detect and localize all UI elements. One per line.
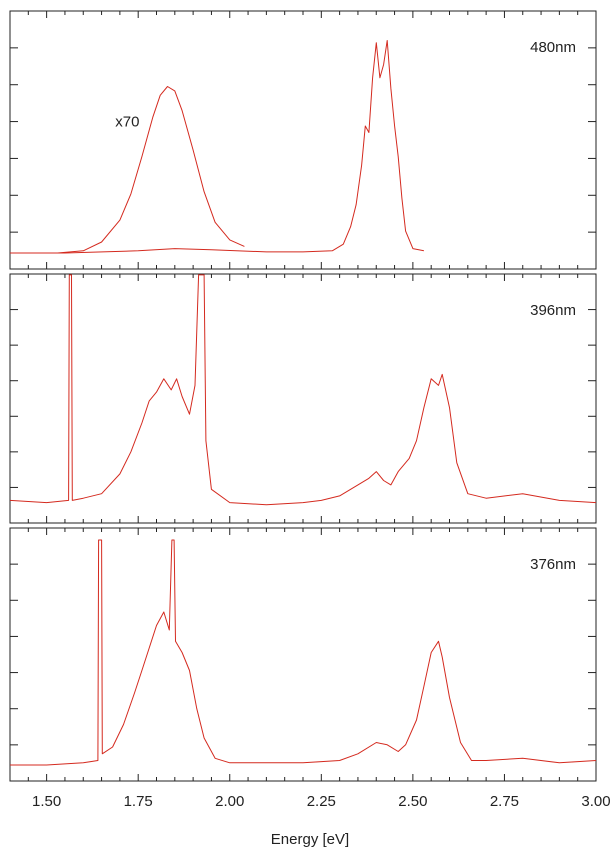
panel-label: 376nm: [530, 556, 576, 573]
x-tick-label: 3.00: [581, 793, 610, 810]
x-tick-label: 1.75: [124, 793, 153, 810]
x-tick-label: 1.50: [32, 793, 61, 810]
spectrum-series-1-2: [57, 86, 245, 254]
panel-1: x70 480nm: [9, 10, 597, 270]
panel-frame: [9, 10, 597, 270]
x-tick-label: 2.75: [490, 793, 519, 810]
x-tick-label: 2.00: [215, 793, 244, 810]
series-annotation: x70: [115, 114, 139, 131]
panel-label: 396nm: [530, 302, 576, 319]
spectrum-series-3-1: [10, 539, 596, 766]
panel-label: 480nm: [530, 39, 576, 56]
panel-3: 376nm: [9, 527, 597, 782]
x-axis-label: Energy [eV]: [271, 831, 349, 848]
panel-frame: [9, 273, 597, 524]
x-tick-label: 2.25: [307, 793, 336, 810]
spectrum-series-2-1: [10, 274, 596, 506]
panel-2: 396nm: [9, 273, 597, 524]
spectrum-series-1-1: [10, 40, 424, 254]
x-tick-label: 2.50: [398, 793, 427, 810]
panels-layer: x70 480nm 396nm 376nm 1.50 1.75 2.00 2.25 2.50 2.…: [9, 10, 611, 810]
